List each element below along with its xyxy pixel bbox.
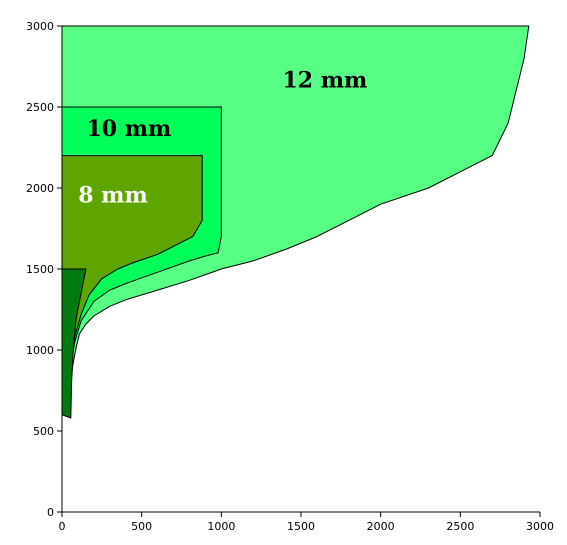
x-tick-label: 2000 [367, 520, 395, 533]
chart-ticks: 0 500 1000 1500 2000 2500 3000 0 500 1000 1500 2000… [26, 20, 554, 533]
y-tick-label: 500 [33, 425, 54, 438]
x-tick-label: 0 [59, 520, 66, 533]
y-tick-label: 0 [47, 506, 54, 519]
x-tick-label: 2500 [446, 520, 474, 533]
x-tick-label: 3000 [526, 520, 554, 533]
y-tick-label: 1500 [26, 263, 54, 276]
x-tick-label: 1000 [207, 520, 235, 533]
x-tick-label: 500 [131, 520, 152, 533]
y-tick-label: 2000 [26, 182, 54, 195]
y-tick-label: 3000 [26, 20, 54, 33]
chart-regions [61, 25, 530, 419]
region-label-12-mm: 12 mm [282, 68, 367, 94]
region-label-8-mm: 8 mm [78, 183, 148, 209]
y-tick-label: 1000 [26, 344, 54, 357]
x-tick-label: 1500 [287, 520, 315, 533]
y-tick-label: 2500 [26, 101, 54, 114]
region-inner-3 [61, 268, 87, 419]
region-label-10-mm: 10 mm [86, 116, 171, 142]
chart-region-labels: 12 mm 10 mm 8 mm [78, 68, 367, 209]
